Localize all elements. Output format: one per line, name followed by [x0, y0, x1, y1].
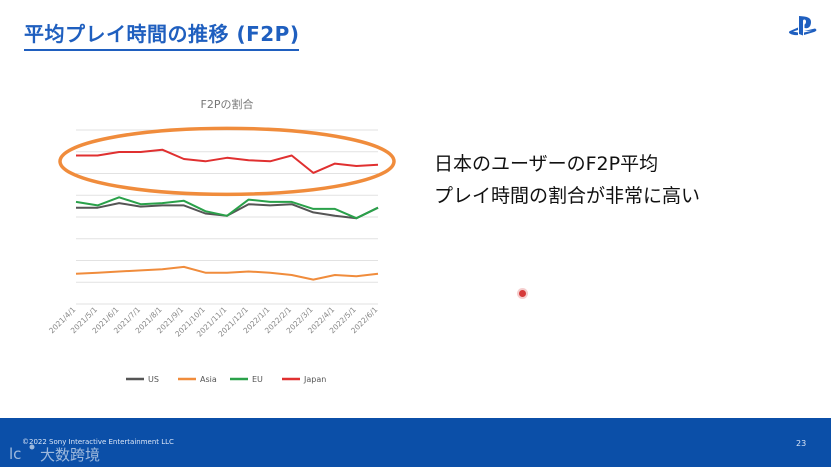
line-chart: F2Pの割合2021/4/12021/5/12021/6/12021/7/120…	[47, 97, 396, 384]
playstation-logo-icon	[788, 16, 817, 36]
callout-line-2: プレイ時間の割合が非常に高い	[434, 185, 701, 207]
highlight-ellipse	[58, 126, 396, 197]
svg-text:lc: lc	[9, 445, 21, 463]
series-line-eu	[75, 196, 379, 220]
chart-area: F2Pの割合 2021/4/1 2021/5/1 2021/6/1 2021/7/1 20…	[40, 90, 400, 400]
chart-title: F2Pの割合	[201, 97, 254, 111]
page-number: 23	[796, 439, 807, 448]
legend-label-eu: EU	[252, 375, 263, 384]
laser-pointer-dot	[519, 290, 526, 297]
watermark-text: 大数跨境	[40, 446, 100, 464]
legend-label-asia: Asia	[200, 375, 217, 384]
series-line-japan	[76, 148, 379, 174]
legend-label-japan: Japan	[303, 375, 326, 384]
slide-title: 平均プレイ時間の推移 (F2P)	[24, 18, 300, 51]
series-line-asia	[75, 265, 379, 281]
footer-bar: lc 大数跨境 ©2022 Sony Interactive Entertain…	[0, 418, 831, 467]
callout-line-1: 日本のユーザーのF2P平均	[434, 153, 659, 175]
copyright-text: ©2022 Sony Interactive Entertainment LLC	[22, 438, 174, 446]
watermark-logo: lc 大数跨境	[9, 444, 100, 464]
callout-text: 日本のユーザーのF2P平均 プレイ時間の割合が非常に高い	[434, 148, 700, 212]
legend-label-us: US	[148, 375, 159, 384]
